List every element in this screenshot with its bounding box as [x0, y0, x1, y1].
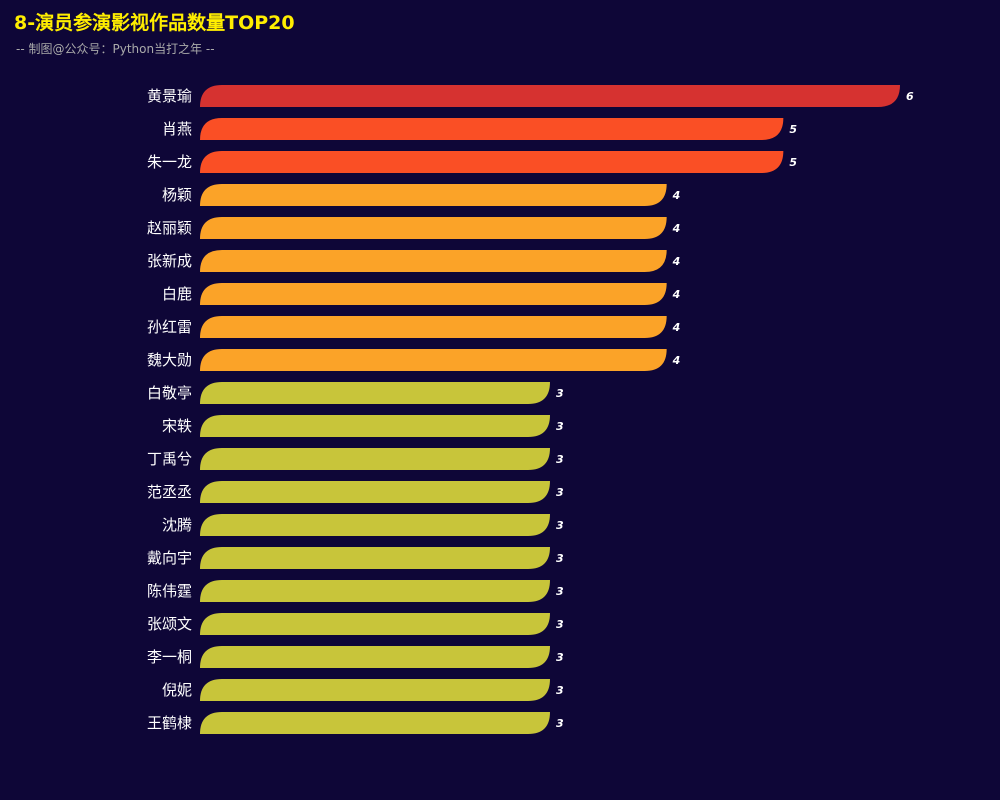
value-label: 4 — [672, 288, 681, 301]
bar-李一桐 — [200, 646, 550, 668]
bar-张新成 — [200, 250, 667, 272]
bar-白敬亭 — [200, 382, 550, 404]
value-label: 3 — [556, 618, 564, 631]
category-label: 杨颖 — [162, 186, 192, 204]
bar-范丞丞 — [200, 481, 550, 503]
category-label: 张颂文 — [147, 615, 192, 633]
category-label: 黄景瑜 — [147, 87, 192, 105]
value-label: 3 — [556, 519, 564, 532]
category-label: 陈伟霆 — [147, 582, 192, 600]
value-label: 5 — [789, 156, 797, 169]
category-label: 戴向宇 — [147, 549, 192, 567]
bar-赵丽颖 — [200, 217, 667, 239]
category-label: 倪妮 — [162, 681, 192, 699]
bar-陈伟霆 — [200, 580, 550, 602]
bar-倪妮 — [200, 679, 550, 701]
bars-group: 黄景瑜 6 肖燕 5 朱一龙 5 杨颖 4 赵丽颖 4 张新成 4 白鹿 4 孙红雷 4 魏大勋 4 白敬亭 3 宋轶 3… — [147, 85, 914, 734]
value-label: 3 — [556, 453, 564, 466]
category-label: 宋轶 — [162, 417, 192, 435]
bar-孙红雷 — [200, 316, 667, 338]
bar-王鹤棣 — [200, 712, 550, 734]
bar-沈腾 — [200, 514, 550, 536]
category-label: 丁禹兮 — [147, 450, 192, 468]
value-label: 4 — [672, 321, 681, 334]
chart-subtitle: -- 制图@公众号：Python当打之年 -- — [16, 42, 215, 56]
bar-戴向宇 — [200, 547, 550, 569]
category-label: 魏大勋 — [147, 351, 192, 369]
value-label: 3 — [556, 420, 564, 433]
value-label: 5 — [789, 123, 797, 136]
category-label: 朱一龙 — [147, 153, 192, 171]
value-label: 3 — [556, 651, 564, 664]
category-label: 赵丽颖 — [147, 219, 192, 237]
value-label: 3 — [556, 387, 564, 400]
value-label: 4 — [672, 354, 681, 367]
category-label: 孙红雷 — [147, 318, 192, 336]
value-label: 3 — [556, 552, 564, 565]
value-label: 4 — [672, 222, 681, 235]
bar-丁禹兮 — [200, 448, 550, 470]
bar-魏大勋 — [200, 349, 667, 371]
value-label: 3 — [556, 684, 564, 697]
bar-张颂文 — [200, 613, 550, 635]
category-label: 肖燕 — [162, 120, 192, 138]
bar-黄景瑜 — [200, 85, 900, 107]
value-label: 4 — [672, 189, 681, 202]
category-label: 王鹤棣 — [147, 714, 192, 732]
bar-朱一龙 — [200, 151, 784, 173]
bar-杨颖 — [200, 184, 667, 206]
category-label: 张新成 — [147, 252, 192, 270]
value-label: 3 — [556, 717, 564, 730]
chart-title: 8-演员参演影视作品数量TOP20 — [14, 12, 295, 34]
category-label: 白敬亭 — [147, 384, 192, 402]
value-label: 6 — [906, 90, 914, 103]
value-label: 3 — [556, 486, 564, 499]
value-label: 4 — [672, 255, 681, 268]
category-label: 沈腾 — [162, 516, 192, 534]
category-label: 范丞丞 — [147, 483, 192, 501]
category-label: 李一桐 — [147, 648, 192, 666]
bar-白鹿 — [200, 283, 667, 305]
category-label: 白鹿 — [162, 285, 192, 303]
bar-宋轶 — [200, 415, 550, 437]
value-label: 3 — [556, 585, 564, 598]
bar-肖燕 — [200, 118, 784, 140]
